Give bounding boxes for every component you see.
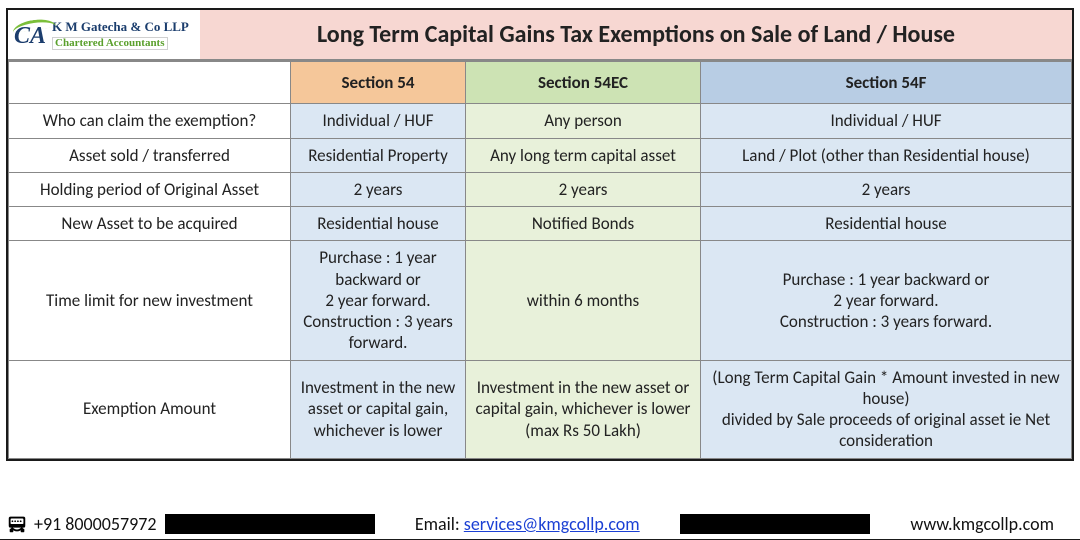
page-title: Long Term Capital Gains Tax Exemptions o… (200, 10, 1072, 59)
table-row: New Asset to be acquired Residential hou… (9, 207, 1072, 241)
logo-mark: CA (14, 24, 46, 48)
cell-s54f: Residential house (701, 207, 1072, 241)
cell-s54: Individual / HUF (291, 104, 466, 138)
table-row: Asset sold / transferred Residential Pro… (9, 138, 1072, 172)
header-row: CA K M Gatecha & Co LLP Chartered Accoun… (8, 10, 1072, 61)
header-section-54: Section 54 (291, 62, 466, 104)
cell-s54: Residential Property (291, 138, 466, 172)
cell-s54: Investment in the new asset or capital g… (291, 360, 466, 458)
redaction-bar (165, 514, 375, 534)
row-label: New Asset to be acquired (9, 207, 291, 241)
cell-s54f: 2 years (701, 172, 1072, 206)
company-subtitle: Chartered Accountants (52, 37, 167, 51)
cell-s54ec: 2 years (466, 172, 701, 206)
redaction-bar (680, 514, 870, 534)
cell-s54f: Individual / HUF (701, 104, 1072, 138)
footer: +91 8000057972 Email: services@kmgcollp.… (0, 513, 1080, 535)
logo-text: K M Gatecha & Co LLP Chartered Accountan… (52, 20, 189, 50)
page: CA K M Gatecha & Co LLP Chartered Accoun… (0, 0, 1080, 539)
phone-block: +91 8000057972 (6, 513, 157, 535)
exemptions-table: Section 54 Section 54EC Section 54F Who … (8, 61, 1072, 459)
row-label: Asset sold / transferred (9, 138, 291, 172)
cell-s54ec: Any person (466, 104, 701, 138)
row-label: Time limit for new investment (9, 241, 291, 360)
table-row: Time limit for new investment Purchase :… (9, 241, 1072, 360)
cell-s54: Residential house (291, 207, 466, 241)
content-frame: CA K M Gatecha & Co LLP Chartered Accoun… (6, 8, 1074, 461)
table-row: Holding period of Original Asset 2 years… (9, 172, 1072, 206)
website: www.kmgcollp.com (910, 513, 1074, 535)
table-header-row: Section 54 Section 54EC Section 54F (9, 62, 1072, 104)
header-section-54ec: Section 54EC (466, 62, 701, 104)
email-link[interactable]: services@kmgcollp.com (464, 513, 640, 535)
cell-s54f: Land / Plot (other than Residential hous… (701, 138, 1072, 172)
cell-s54ec: Any long term capital asset (466, 138, 701, 172)
cell-s54: 2 years (291, 172, 466, 206)
cell-s54ec: within 6 months (466, 241, 701, 360)
table-body: Who can claim the exemption? Individual … (9, 104, 1072, 458)
cell-s54ec: Investment in the new asset or capital g… (466, 360, 701, 458)
email-label: Email: (415, 513, 464, 535)
cell-s54f: Purchase : 1 year backward or2 year forw… (701, 241, 1072, 360)
header-section-54f: Section 54F (701, 62, 1072, 104)
cell-s54f: (Long Term Capital Gain * Amount investe… (701, 360, 1072, 458)
email-block: Email: services@kmgcollp.com (415, 513, 640, 535)
phone-number: +91 8000057972 (34, 513, 157, 535)
row-label: Who can claim the exemption? (9, 104, 291, 138)
cell-s54ec: Notified Bonds (466, 207, 701, 241)
table-row: Exemption Amount Investment in the new a… (9, 360, 1072, 458)
table-row: Who can claim the exemption? Individual … (9, 104, 1072, 138)
company-name: K M Gatecha & Co LLP (52, 20, 189, 34)
phone-icon (6, 513, 28, 535)
cell-s54: Purchase : 1 year backward or2 year forw… (291, 241, 466, 360)
header-blank (9, 62, 291, 104)
logo: CA K M Gatecha & Co LLP Chartered Accoun… (8, 10, 200, 59)
row-label: Holding period of Original Asset (9, 172, 291, 206)
row-label: Exemption Amount (9, 360, 291, 458)
